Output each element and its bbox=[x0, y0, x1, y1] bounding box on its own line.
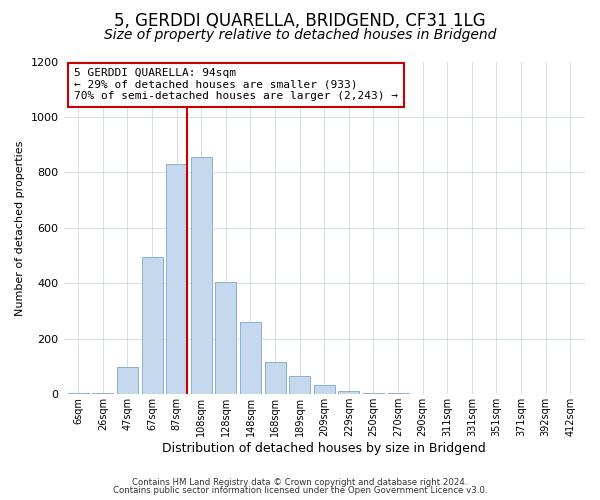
Bar bbox=[388, 393, 409, 394]
Bar bbox=[191, 157, 212, 394]
Bar bbox=[289, 376, 310, 394]
Text: Contains public sector information licensed under the Open Government Licence v3: Contains public sector information licen… bbox=[113, 486, 487, 495]
Bar bbox=[363, 393, 384, 394]
Text: 5, GERDDI QUARELLA, BRIDGEND, CF31 1LG: 5, GERDDI QUARELLA, BRIDGEND, CF31 1LG bbox=[114, 12, 486, 30]
Y-axis label: Number of detached properties: Number of detached properties bbox=[15, 140, 25, 316]
Bar bbox=[117, 367, 138, 394]
Bar bbox=[265, 362, 286, 394]
Text: Size of property relative to detached houses in Bridgend: Size of property relative to detached ho… bbox=[104, 28, 496, 42]
Text: Contains HM Land Registry data © Crown copyright and database right 2024.: Contains HM Land Registry data © Crown c… bbox=[132, 478, 468, 487]
X-axis label: Distribution of detached houses by size in Bridgend: Distribution of detached houses by size … bbox=[163, 442, 486, 455]
Text: 5 GERDDI QUARELLA: 94sqm
← 29% of detached houses are smaller (933)
70% of semi-: 5 GERDDI QUARELLA: 94sqm ← 29% of detach… bbox=[74, 68, 398, 102]
Bar bbox=[215, 282, 236, 395]
Bar bbox=[240, 322, 261, 394]
Bar bbox=[338, 390, 359, 394]
Bar bbox=[142, 257, 163, 394]
Bar bbox=[166, 164, 187, 394]
Bar bbox=[314, 386, 335, 394]
